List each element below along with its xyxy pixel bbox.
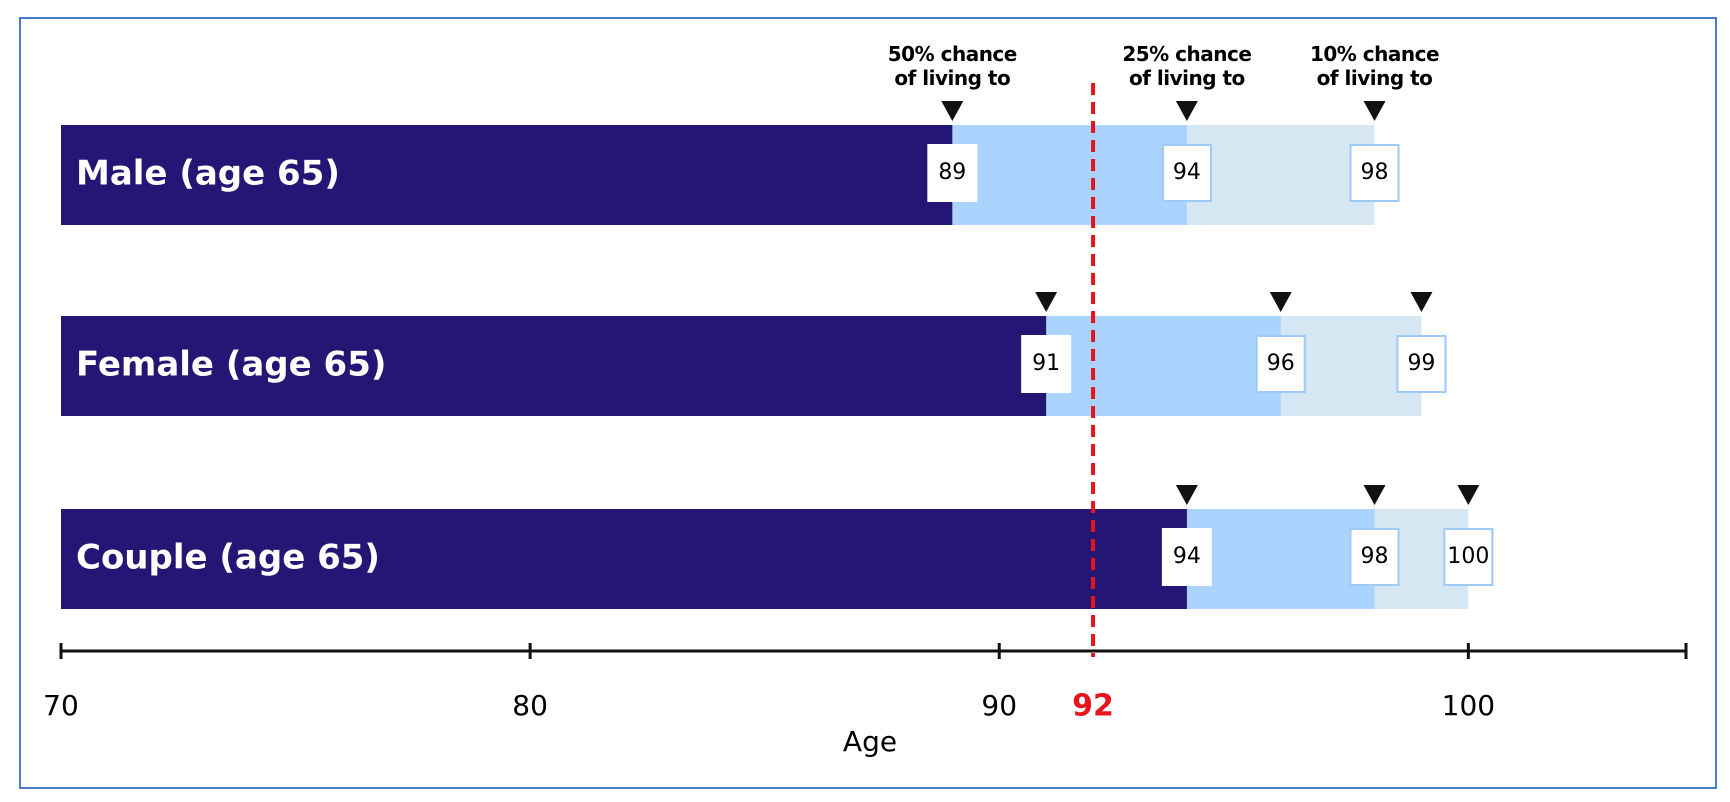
marker bbox=[1269, 292, 1292, 312]
x-tick-label: 80 bbox=[512, 689, 548, 722]
value-box bbox=[1021, 335, 1072, 393]
x-tick-label: 100 bbox=[1442, 689, 1495, 722]
marker bbox=[1457, 485, 1480, 505]
value-label: 89 bbox=[938, 160, 966, 185]
value-label: 98 bbox=[1361, 160, 1389, 185]
legend-label: 25% chance of living to bbox=[1122, 42, 1252, 90]
value-box bbox=[927, 144, 978, 202]
x-tick-label: 70 bbox=[43, 689, 79, 722]
category-label: Couple (age 65) bbox=[76, 538, 380, 578]
legend-label: 50% chance of living to bbox=[887, 42, 1018, 90]
value-label: 96 bbox=[1267, 351, 1295, 376]
marker bbox=[941, 101, 964, 121]
legend-label: 10% chance of living to bbox=[1309, 42, 1440, 90]
category-label: Male (age 65) bbox=[76, 154, 340, 194]
value-label: 94 bbox=[1173, 160, 1201, 185]
marker bbox=[1175, 485, 1198, 505]
value-box bbox=[1349, 528, 1400, 586]
value-box bbox=[1161, 144, 1212, 202]
value-label: 99 bbox=[1407, 351, 1435, 376]
category-label: Female (age 65) bbox=[76, 345, 386, 385]
value-box bbox=[1396, 335, 1447, 393]
value-label: 91 bbox=[1032, 351, 1060, 376]
x-tick-label: 90 bbox=[981, 689, 1017, 722]
value-label: 98 bbox=[1361, 544, 1389, 569]
bar bbox=[61, 316, 1047, 416]
value-box bbox=[1255, 335, 1306, 393]
x-axis-label: Age bbox=[843, 725, 897, 758]
value-box bbox=[1443, 528, 1494, 586]
value-box bbox=[1349, 144, 1400, 202]
bar bbox=[61, 509, 1187, 609]
marker bbox=[1363, 485, 1386, 505]
marker bbox=[1410, 292, 1433, 312]
value-box bbox=[1161, 528, 1212, 586]
value-label: 94 bbox=[1173, 544, 1201, 569]
frame bbox=[19, 17, 1717, 789]
value-label: 100 bbox=[1447, 544, 1489, 569]
reference-label: 92 bbox=[1072, 689, 1114, 724]
marker bbox=[1175, 101, 1198, 121]
marker bbox=[1035, 292, 1058, 312]
bar bbox=[61, 125, 953, 225]
marker bbox=[1363, 101, 1386, 121]
